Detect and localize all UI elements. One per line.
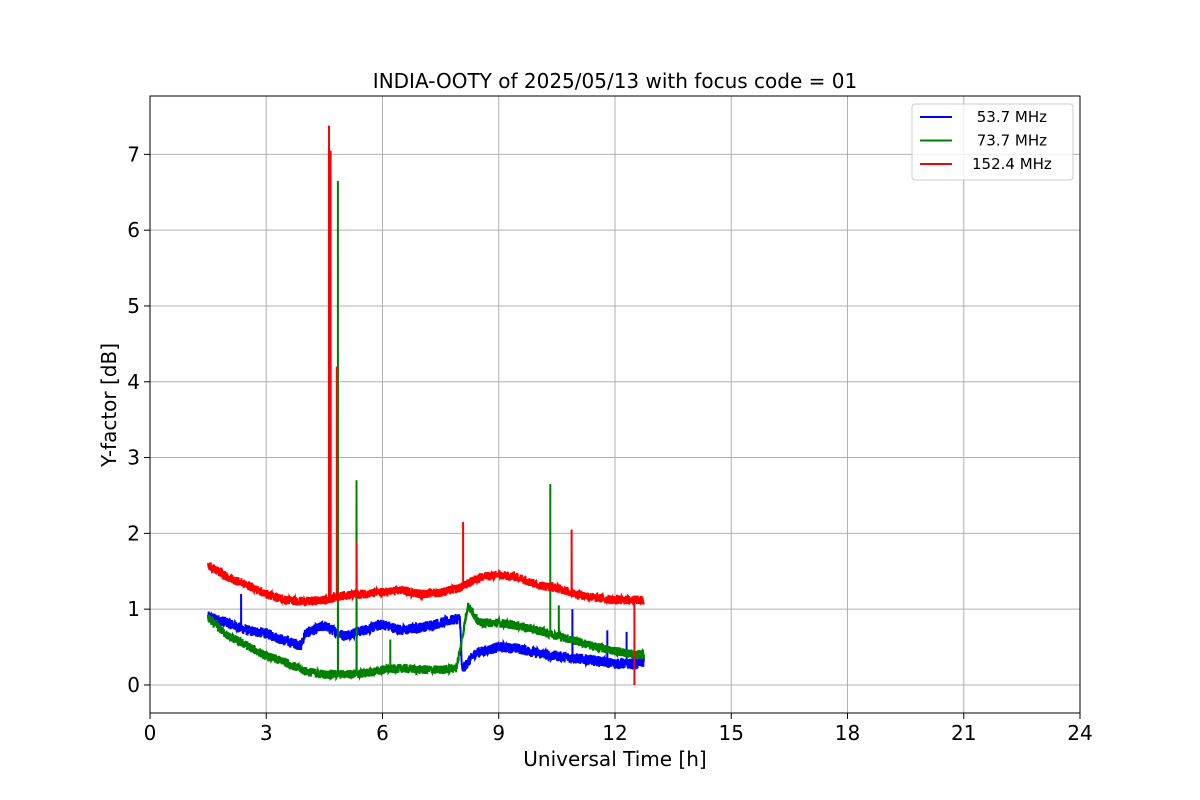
series-line <box>207 180 646 682</box>
y-tick-label: 0 <box>127 673 140 697</box>
legend-label: 53.7 MHz <box>972 108 1047 126</box>
y-tick-label: 2 <box>127 521 140 545</box>
legend-label: 152.4 MHz <box>972 155 1052 173</box>
legend-label: 73.7 MHz <box>972 132 1047 150</box>
y-tick-label: 7 <box>127 142 140 166</box>
y-axis-title: Y-factor [dB] <box>97 343 121 468</box>
y-tick-label: 5 <box>127 294 140 318</box>
x-tick-label: 18 <box>835 721 860 745</box>
y-tick-label: 1 <box>127 597 140 621</box>
chart-title: INDIA-OOTY of 2025/05/13 with focus code… <box>373 69 857 93</box>
x-tick-label: 21 <box>951 721 976 745</box>
x-tick-label: 6 <box>376 721 389 745</box>
x-tick-label: 24 <box>1067 721 1092 745</box>
y-tick-label: 3 <box>127 446 140 470</box>
series-line <box>207 125 645 685</box>
x-tick-label: 0 <box>144 721 157 745</box>
x-tick-label: 9 <box>492 721 505 745</box>
x-tick-label: 3 <box>260 721 273 745</box>
series-line <box>207 593 646 672</box>
legend-box <box>911 103 1074 181</box>
x-tick-label: 15 <box>719 721 744 745</box>
y-tick-label: 4 <box>127 370 140 394</box>
legend: 53.7 MHz 73.7 MHz 152.4 MHz <box>911 103 1074 181</box>
x-tick-label: 12 <box>602 721 627 745</box>
x-axis-title: Universal Time [h] <box>523 747 706 771</box>
series-layer <box>207 125 646 685</box>
y-tick-label: 6 <box>127 218 140 242</box>
